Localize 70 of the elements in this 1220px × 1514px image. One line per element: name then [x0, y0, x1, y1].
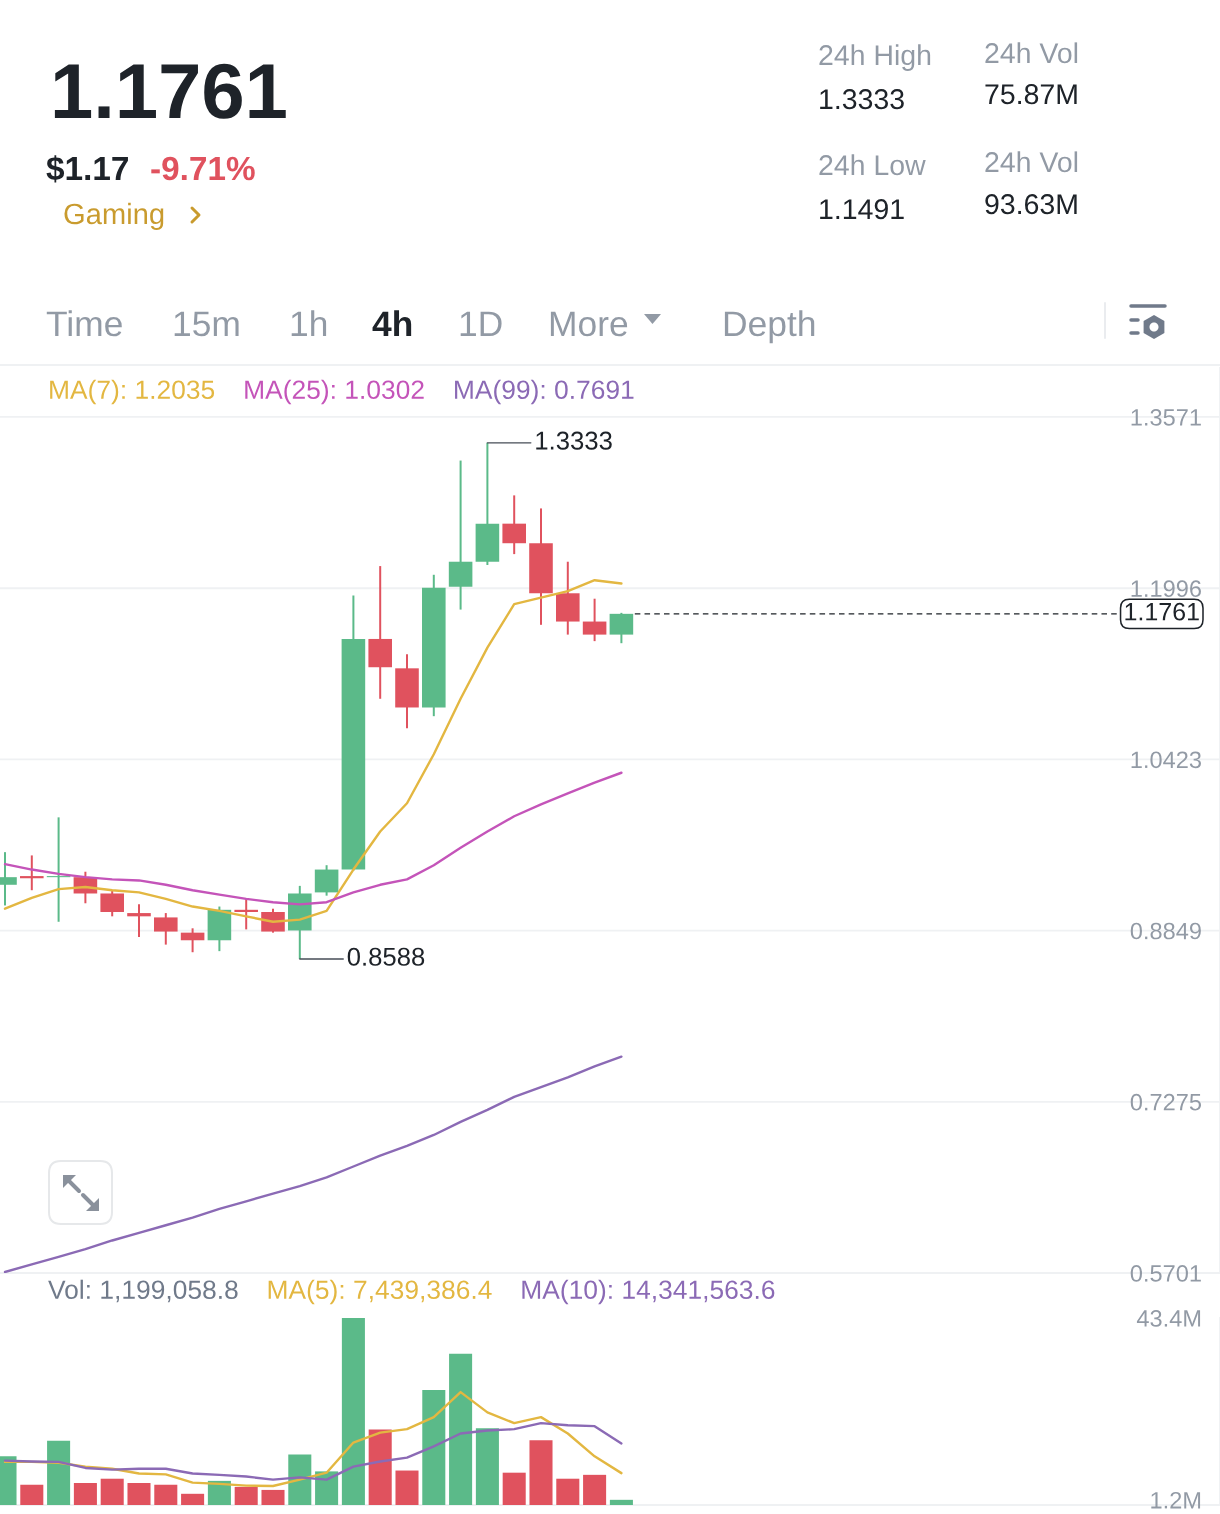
bar — [422, 1389, 446, 1505]
text: Time — [46, 310, 122, 337]
text: 1.3333 — [820, 89, 904, 110]
text: Vol: 1,199,058.8 — [48, 1279, 238, 1303]
bar — [154, 1484, 178, 1505]
text: 4h — [372, 310, 412, 336]
y-tick-label: 0.5701 — [1130, 1265, 1201, 1282]
candlestick — [154, 912, 178, 946]
annotation: 0.8588 — [347, 947, 425, 966]
candlestick — [100, 889, 124, 918]
line-series — [3, 1390, 623, 1488]
bar — [395, 1470, 419, 1505]
text: MA(99): 0.7691 — [455, 379, 634, 405]
ref-line-label: 1.1761 — [1125, 602, 1199, 621]
text: 1h — [291, 310, 327, 336]
y-tick-label: 1.1996 — [1131, 580, 1201, 598]
line-series — [3, 771, 623, 906]
bar — [20, 1484, 44, 1505]
text: 24h High — [819, 44, 931, 71]
candlestick — [582, 597, 607, 643]
text: 24h Vol — [985, 42, 1078, 64]
text: MA(5): 7,439,386.4 — [268, 1279, 492, 1305]
text: 24h Low — [819, 154, 926, 176]
text: 1.1491 — [820, 199, 904, 220]
bar — [475, 1428, 499, 1505]
text: 1.1761 — [54, 63, 286, 119]
text: 24h Vol — [985, 151, 1078, 173]
text: More — [550, 311, 628, 337]
y-tick-label: 1.0423 — [1131, 751, 1201, 769]
candlestick — [20, 854, 44, 892]
text: Depth — [724, 310, 815, 344]
bar — [341, 1318, 365, 1505]
y-tick-label: 0.7275 — [1130, 1093, 1202, 1111]
bar — [583, 1474, 607, 1505]
text: 93.63M — [985, 194, 1077, 215]
bar — [100, 1478, 124, 1505]
bar — [261, 1489, 285, 1505]
bar — [368, 1429, 392, 1505]
text: 75.87M — [985, 84, 1077, 105]
text: 1D — [460, 311, 502, 336]
line-series — [3, 1055, 623, 1273]
candlestick — [502, 494, 526, 556]
candlestick — [314, 864, 339, 897]
y-tick-label: 1.3571 — [1131, 409, 1201, 426]
bar — [288, 1454, 312, 1505]
line-series — [3, 1421, 623, 1481]
text: MA(25): 1.0302 — [245, 379, 424, 405]
y-tick-label: 1.2M — [1151, 1491, 1201, 1509]
bar — [449, 1353, 473, 1505]
annotation: 1.3333 — [536, 431, 612, 450]
text: MA(10): 14,341,563.6 — [522, 1279, 775, 1305]
text: 15m — [174, 311, 239, 337]
text: MA(7): 1.2035 — [50, 379, 215, 405]
text: -9.71% — [151, 156, 255, 181]
bar — [502, 1472, 526, 1505]
candlestick — [234, 897, 258, 931]
bar — [127, 1483, 151, 1505]
bar — [529, 1440, 553, 1505]
bar — [609, 1499, 633, 1505]
bar — [181, 1493, 205, 1505]
text: Gaming — [64, 202, 164, 231]
bar — [556, 1478, 580, 1505]
bar — [234, 1486, 258, 1505]
candlestick — [127, 903, 151, 938]
text: $1.17 — [46, 155, 128, 183]
y-tick-label: 0.8849 — [1130, 922, 1201, 940]
bar — [47, 1440, 71, 1505]
candlestick — [609, 611, 634, 645]
y-tick-label: 43.4M — [1136, 1310, 1201, 1327]
bar — [73, 1483, 97, 1505]
